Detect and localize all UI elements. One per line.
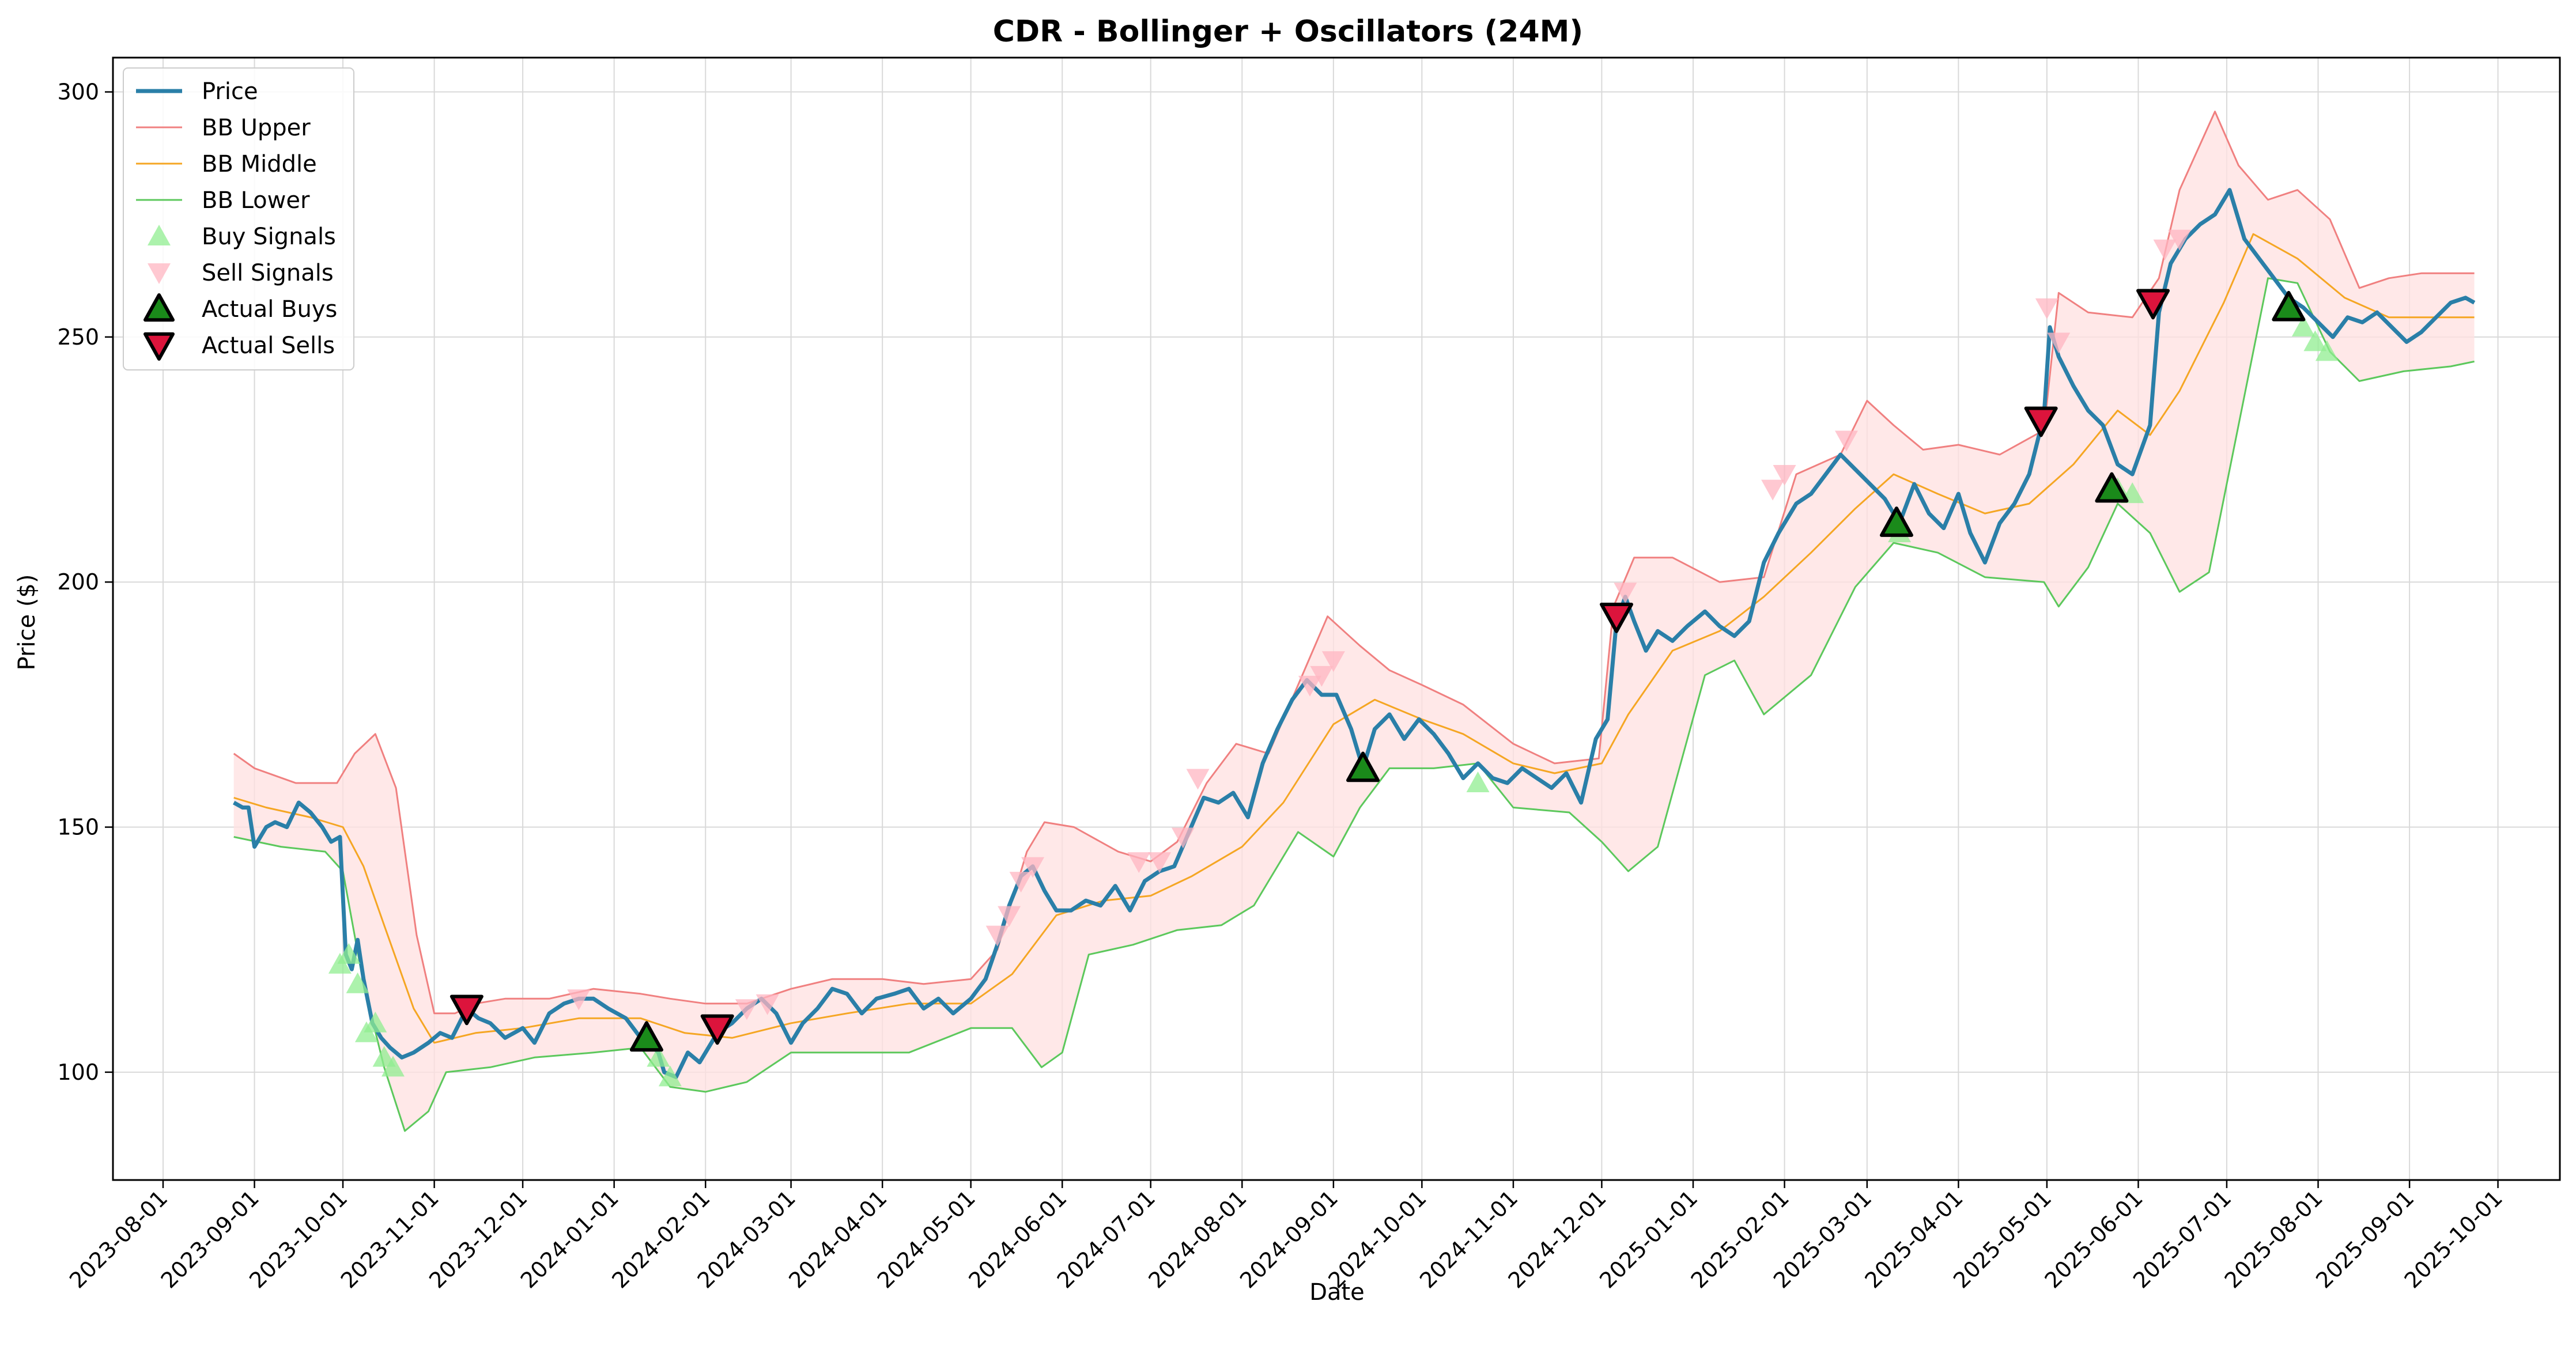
price-line [233, 188, 2476, 1079]
actual-sell-marker [2024, 406, 2058, 437]
legend-label-bb-middle: BB Middle [202, 151, 317, 177]
legend-label-sell-signals: Sell Signals [202, 260, 334, 286]
buy-signal-marker [381, 1056, 405, 1077]
sell-signal-marker [756, 994, 779, 1015]
buy-signal-marker [647, 1046, 670, 1067]
sell-signal-marker [1148, 852, 1172, 873]
sell-signal-marker [1310, 665, 1334, 687]
buy-signal-marker [2315, 340, 2339, 361]
legend-box [123, 67, 354, 370]
sell-signal-marker [1761, 479, 1785, 501]
actual-buy-marker [2095, 472, 2129, 503]
y-tick-label: 200 [57, 569, 99, 595]
sell-signal-marker [2153, 239, 2177, 260]
sell-signal-marker [2047, 332, 2071, 354]
x-axis-label: Date [1309, 1279, 1365, 1306]
y-tick-label: 100 [57, 1060, 99, 1085]
actual-sell-marker [2136, 289, 2170, 320]
sell-signal-marker [1171, 827, 1195, 849]
sell-signal-marker [1614, 583, 1637, 604]
actual-sell-marker [450, 994, 484, 1026]
legend-swatch-actual-sells [143, 332, 175, 361]
legend-swatch-buy-signals [148, 225, 171, 245]
legend-label-buy-signals: Buy Signals [202, 224, 336, 250]
legend: Price BB Upper BB Middle BB Lower Buy Signal… [123, 67, 354, 370]
legend-label-actual-sells: Actual Sells [202, 332, 335, 359]
actual-sell-marker [1599, 602, 1633, 633]
y-tick-label: 150 [57, 815, 99, 840]
sell-signal-marker [1127, 852, 1151, 873]
sell-signal-marker [1835, 430, 1859, 452]
sell-signal-marker [735, 999, 758, 1020]
actual-buy-marker [1346, 751, 1380, 782]
buy-signal-marker [346, 972, 369, 993]
y-tick-label: 250 [57, 324, 99, 350]
sell-signal-marker [1298, 675, 1321, 697]
bb-middle-line [233, 233, 2475, 1044]
sell-signal-marker [1009, 872, 1033, 893]
legend-label-bb-lower: BB Lower [202, 187, 310, 214]
buy-signal-marker [2291, 315, 2315, 336]
sell-signal-marker [1021, 857, 1045, 878]
sell-signal-marker [2168, 229, 2192, 251]
actual-buy-marker [629, 1021, 663, 1052]
y-axis-label: Price ($) [14, 574, 40, 671]
legend-label-actual-buys: Actual Buys [202, 296, 337, 323]
buy-signal-marker [658, 1065, 682, 1087]
buy-signal-marker [1466, 771, 1490, 792]
actual-sell-marker [700, 1014, 734, 1045]
y-axis-ticks: 100 150 200 250 300 [57, 80, 113, 1085]
buy-signal-marker [364, 1011, 387, 1033]
sell-signal-marker [1186, 769, 1210, 790]
legend-swatch-actual-buys [143, 293, 175, 322]
actual-buy-marker [2272, 290, 2306, 322]
buy-signal-marker [2303, 330, 2327, 351]
legend-swatch-sell-signals [148, 263, 171, 284]
legend-label-bb-upper: BB Upper [202, 115, 311, 141]
bb-lower-line [233, 277, 2475, 1132]
sell-signal-marker [985, 925, 1009, 947]
plot-frame [112, 56, 2561, 1181]
sell-signal-marker [1773, 465, 1796, 486]
sell-signal-marker [567, 989, 591, 1011]
buy-signal-marker [337, 943, 361, 964]
sell-signal-marker [998, 906, 1021, 927]
sell-signal-marker [1321, 651, 1345, 672]
actual-buy-marker [1879, 506, 1913, 537]
legend-label-price: Price [202, 78, 258, 105]
sell-signal-marker [2035, 298, 2058, 319]
y-tick-label: 300 [57, 80, 99, 105]
signal-markers [328, 229, 2339, 1087]
chart-title: CDR - Bollinger + Oscillators (24M) [993, 14, 1583, 49]
